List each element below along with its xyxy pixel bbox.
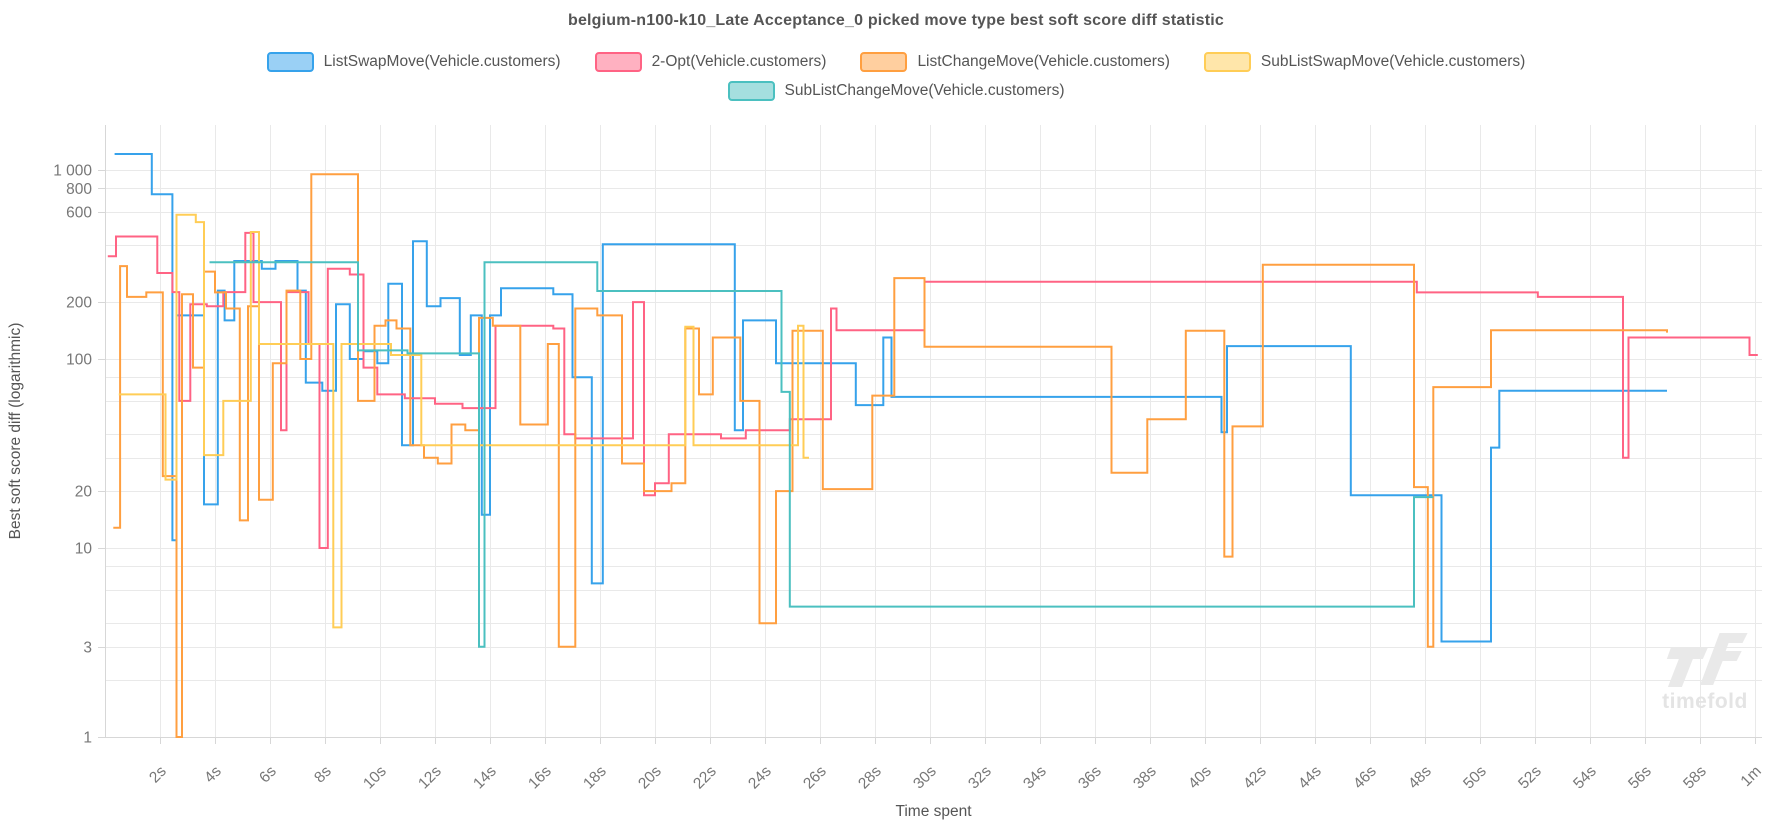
legend-item-label: SubListChangeMove(Vehicle.customers) (784, 82, 1065, 99)
svg-text:40s: 40s (1185, 763, 1215, 793)
svg-text:1 000: 1 000 (53, 163, 92, 180)
svg-text:24s: 24s (745, 763, 775, 793)
legend-item-label: ListChangeMove(Vehicle.customers) (917, 53, 1170, 70)
series-line-ListSwapMove (114, 153, 1667, 643)
svg-text:42s: 42s (1240, 763, 1270, 793)
grid (105, 125, 1762, 738)
svg-text:20s: 20s (635, 763, 665, 793)
svg-text:200: 200 (66, 295, 92, 312)
y-axis-title: Best soft score diff (logarithmic) (7, 323, 24, 540)
x-axis-title: Time spent (895, 803, 972, 820)
series-line-ListChangeMove (113, 173, 1668, 738)
chart-legend: ListSwapMove(Vehicle.customers) 2-Opt(Veh… (0, 52, 1792, 110)
svg-text:58s: 58s (1680, 763, 1710, 793)
svg-text:800: 800 (66, 181, 92, 198)
legend-row-1: ListSwapMove(Vehicle.customers) 2-Opt(Veh… (0, 52, 1792, 72)
page-title: belgium-n100-k10_Late Acceptance_0 picke… (567, 12, 1225, 29)
x-axis-tick-labels: 2s 4s 6s 8s 10s 12s 14s 16s 18s 20s 22s 24s 26s 28s 30… (146, 763, 1765, 793)
svg-text:2s: 2s (146, 763, 170, 787)
series-line-SubListSwapMove (118, 213, 809, 629)
legend-item-SubListSwapMove[interactable]: SubListSwapMove(Vehicle.customers) (1203, 52, 1526, 72)
legend-row-2: SubListChangeMove(Vehicle.customers) (0, 81, 1792, 101)
legend-swatch-icon (860, 52, 908, 72)
svg-text:56s: 56s (1625, 763, 1655, 793)
svg-text:54s: 54s (1570, 763, 1600, 793)
svg-text:1: 1 (83, 730, 92, 747)
svg-text:100: 100 (66, 352, 92, 369)
svg-text:4s: 4s (201, 763, 225, 787)
svg-text:1m: 1m (1738, 763, 1765, 790)
svg-text:6s: 6s (256, 763, 280, 787)
legend-swatch-icon (727, 81, 775, 101)
axis-lines (98, 125, 1762, 744)
legend-swatch-icon (266, 52, 314, 72)
svg-text:18s: 18s (580, 763, 610, 793)
svg-text:26s: 26s (800, 763, 830, 793)
svg-text:50s: 50s (1460, 763, 1490, 793)
series-line-2-Opt (107, 231, 1758, 549)
svg-text:600: 600 (66, 204, 92, 221)
svg-text:20: 20 (75, 484, 93, 501)
svg-text:3: 3 (83, 639, 92, 656)
svg-text:46s: 46s (1350, 763, 1380, 793)
legend-swatch-icon (594, 52, 642, 72)
svg-text:34s: 34s (1020, 763, 1050, 793)
svg-text:36s: 36s (1075, 763, 1105, 793)
svg-text:12s: 12s (415, 763, 445, 793)
svg-text:10: 10 (75, 541, 93, 558)
svg-text:28s: 28s (855, 763, 885, 793)
svg-text:48s: 48s (1405, 763, 1435, 793)
legend-item-SubListChangeMove[interactable]: SubListChangeMove(Vehicle.customers) (727, 81, 1065, 101)
svg-text:8s: 8s (311, 763, 335, 787)
legend-item-ListSwapMove[interactable]: ListSwapMove(Vehicle.customers) (266, 52, 561, 72)
legend-item-label: ListSwapMove(Vehicle.customers) (323, 53, 561, 70)
svg-text:30s: 30s (910, 763, 940, 793)
svg-text:44s: 44s (1295, 763, 1325, 793)
series-line-SubListChangeMove (209, 261, 1434, 648)
legend-item-label: SubListSwapMove(Vehicle.customers) (1260, 53, 1526, 70)
svg-text:38s: 38s (1130, 763, 1160, 793)
legend-swatch-icon (1203, 52, 1251, 72)
svg-text:10s: 10s (360, 763, 390, 793)
svg-text:52s: 52s (1515, 763, 1545, 793)
svg-text:14s: 14s (470, 763, 500, 793)
legend-item-ListChangeMove[interactable]: ListChangeMove(Vehicle.customers) (860, 52, 1170, 72)
svg-text:22s: 22s (690, 763, 720, 793)
legend-item-label: 2-Opt(Vehicle.customers) (651, 53, 827, 70)
svg-text:16s: 16s (525, 763, 555, 793)
legend-item-2-Opt[interactable]: 2-Opt(Vehicle.customers) (594, 52, 827, 72)
svg-text:32s: 32s (965, 763, 995, 793)
series-lines (107, 153, 1758, 738)
